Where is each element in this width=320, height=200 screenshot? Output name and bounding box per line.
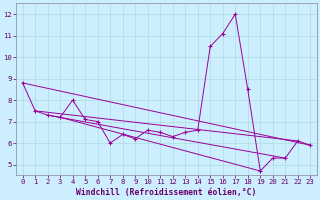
X-axis label: Windchill (Refroidissement éolien,°C): Windchill (Refroidissement éolien,°C): [76, 188, 257, 197]
